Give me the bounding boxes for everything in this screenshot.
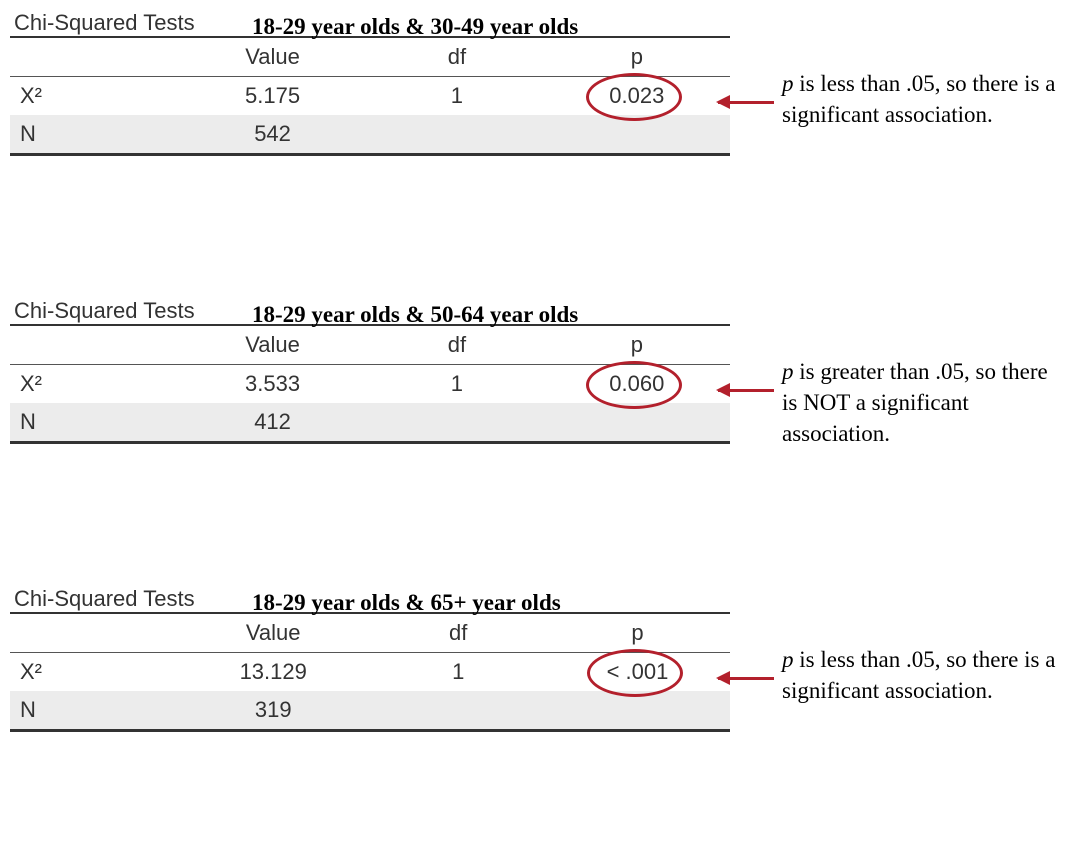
annotation-text: p is less than .05, so there is a signif… [782, 644, 1062, 706]
header-p: p [544, 325, 730, 365]
cell-chi2-value: 13.129 [175, 653, 372, 692]
header-row: Value df p [10, 613, 730, 653]
cell-blank [370, 403, 543, 443]
row-label-chi2: Χ² [10, 365, 175, 404]
cell-chi2-value: 3.533 [175, 365, 370, 404]
header-df: df [370, 37, 543, 77]
p-value-text: 0.060 [609, 371, 664, 396]
header-row: Value df p [10, 37, 730, 77]
page: Chi-Squared Tests Value df p Χ² 5.175 1 … [0, 0, 1084, 854]
comparison-subtitle: 18-29 year olds & 50-64 year olds [252, 302, 578, 328]
header-row: Value df p [10, 325, 730, 365]
cell-blank [544, 403, 730, 443]
arrow-head-left-icon [716, 383, 730, 397]
chi2-row: Χ² 5.175 1 0.023 [10, 77, 730, 116]
cell-chi2-value: 5.175 [175, 77, 370, 116]
row-label-n: N [10, 691, 175, 731]
cell-blank [372, 691, 545, 731]
chi2-table: Value df p Χ² 3.533 1 0.060 N 412 [10, 324, 730, 444]
cell-n: 319 [175, 691, 372, 731]
cell-blank [545, 691, 730, 731]
header-p: p [544, 37, 730, 77]
header-blank [10, 325, 175, 365]
row-label-n: N [10, 115, 175, 155]
cell-p: 0.060 [544, 365, 730, 404]
cell-n: 412 [175, 403, 370, 443]
cell-df: 1 [370, 77, 543, 116]
header-df: df [370, 325, 543, 365]
arrow-head-left-icon [716, 95, 730, 109]
header-blank [10, 37, 175, 77]
row-label-n: N [10, 403, 175, 443]
cell-blank [370, 115, 543, 155]
cell-df: 1 [370, 365, 543, 404]
chi2-row: Χ² 13.129 1 < .001 [10, 653, 730, 692]
comparison-subtitle: 18-29 year olds & 65+ year olds [252, 590, 561, 616]
header-blank [10, 613, 175, 653]
annotation-text: p is less than .05, so there is a signif… [782, 68, 1062, 130]
header-p: p [545, 613, 730, 653]
p-value-text: < .001 [607, 659, 669, 684]
n-row: N 412 [10, 403, 730, 443]
annotation-text: p is greater than .05, so there is NOT a… [782, 356, 1062, 449]
arrow-head-left-icon [716, 671, 730, 685]
p-value-text: 0.023 [609, 83, 664, 108]
chi2-row: Χ² 3.533 1 0.060 [10, 365, 730, 404]
header-value: Value [175, 325, 370, 365]
cell-df: 1 [372, 653, 545, 692]
cell-p: 0.023 [544, 77, 730, 116]
cell-blank [544, 115, 730, 155]
chi2-table: Value df p Χ² 5.175 1 0.023 N 542 [10, 36, 730, 156]
header-value: Value [175, 37, 370, 77]
chi2-table: Value df p Χ² 13.129 1 < .001 N 319 [10, 612, 730, 732]
row-label-chi2: Χ² [10, 77, 175, 116]
n-row: N 542 [10, 115, 730, 155]
header-value: Value [175, 613, 372, 653]
n-row: N 319 [10, 691, 730, 731]
cell-p: < .001 [545, 653, 730, 692]
row-label-chi2: Χ² [10, 653, 175, 692]
comparison-subtitle: 18-29 year olds & 30-49 year olds [252, 14, 578, 40]
header-df: df [372, 613, 545, 653]
cell-n: 542 [175, 115, 370, 155]
